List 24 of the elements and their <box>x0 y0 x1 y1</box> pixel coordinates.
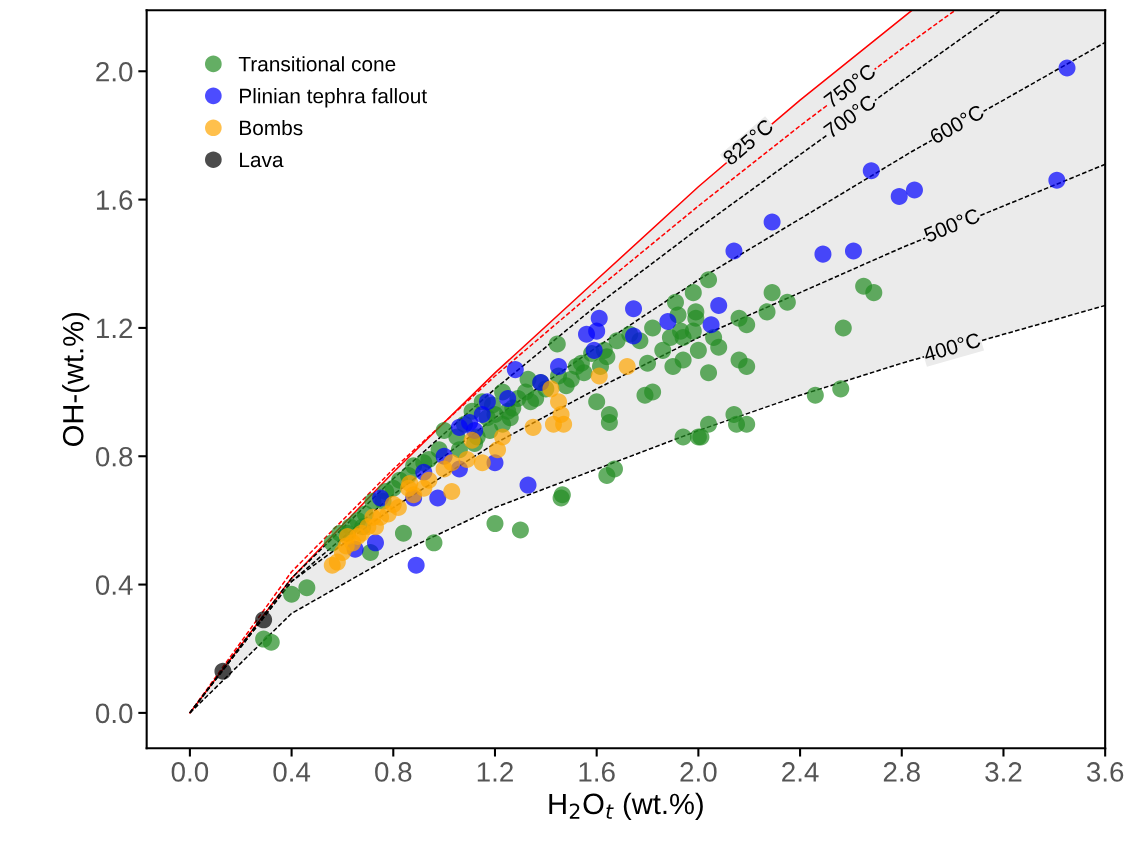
x-tick-label: 0.4 <box>273 762 311 782</box>
y-tick-label: 1.6 <box>96 190 133 210</box>
x-axis-title: H$_{2}$O$_{t}$ (wt.%) <box>549 792 703 821</box>
y-tick-label: 0.8 <box>95 446 133 467</box>
x-tick-label: 3.2 <box>985 762 1022 782</box>
y-tick-label: 2.0 <box>96 61 133 82</box>
text: 500°C <box>923 207 981 243</box>
x-tick-label: 1.6 <box>579 762 615 782</box>
y-tick-label: 1.2 <box>96 318 133 338</box>
x-tick-label: 0.8 <box>375 762 412 782</box>
x-tick-label: 3.6 <box>1086 762 1124 782</box>
x-tick-label: 2.0 <box>680 762 717 782</box>
legend-label: Plinian tephra fallout <box>240 88 427 108</box>
x-tick-label: 0.0 <box>171 762 209 782</box>
x-tick-label: 2.8 <box>883 762 920 782</box>
y-tick-label: 0.0 <box>95 703 133 724</box>
legend-label: Lava <box>240 152 284 168</box>
legend-label: Transitional cone <box>238 56 396 72</box>
y-axis-title: OH-(wt.%) <box>62 313 90 446</box>
text: 400°C <box>922 332 982 362</box>
x-tick-label: 2.4 <box>782 762 819 782</box>
y-tick-label: 0.4 <box>95 575 133 595</box>
x-tick-label: 1.2 <box>477 762 513 782</box>
legend-label: Bombs <box>240 119 303 136</box>
